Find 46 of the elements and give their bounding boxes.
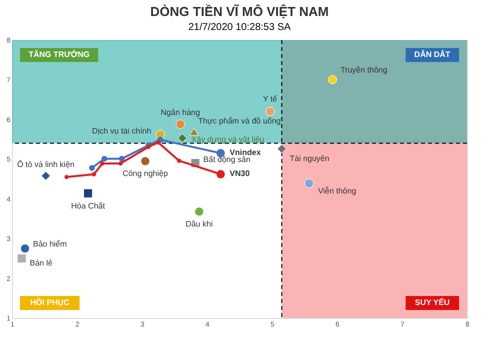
point: [194, 206, 204, 216]
series-label: Dịch vụ tài chính: [92, 126, 152, 136]
point: [89, 164, 95, 171]
point: [92, 172, 96, 176]
series-label: Vnindex: [230, 148, 262, 158]
point: [101, 156, 108, 162]
point: [189, 128, 199, 136]
series-label: Bán lẻ: [30, 258, 53, 268]
series-label: Công nghiệp: [122, 169, 168, 178]
point: [156, 140, 160, 145]
point: [118, 161, 123, 166]
series-label: Tài nguyên: [290, 154, 330, 163]
series-label: Bất động sản: [203, 155, 250, 164]
series-label: VN30: [230, 169, 250, 178]
point: [277, 144, 286, 154]
series-label: Hóa Chất: [71, 201, 106, 210]
chart-title: DÒNG TIỀN VĨ MÔ VIỆT NAM: [150, 4, 329, 19]
series-label: Dầu khi: [186, 220, 213, 229]
point: [304, 178, 314, 188]
point: [41, 171, 50, 180]
series-label: Truyền thông: [340, 66, 388, 75]
point: [176, 158, 182, 163]
series-label: Bảo hiểm: [33, 240, 68, 248]
point: [64, 174, 69, 180]
point: [118, 156, 125, 162]
series-label: Xây dựng và vật liệu: [191, 135, 264, 144]
annotation: DẪN DẮT: [414, 49, 450, 59]
point: [178, 134, 187, 143]
point: [83, 188, 93, 198]
point: [17, 254, 26, 264]
point: [146, 144, 151, 149]
annotation: TĂNG TRƯỞNG: [28, 49, 90, 59]
point: [265, 106, 275, 116]
point: [100, 161, 104, 166]
point: [140, 156, 150, 166]
series-label: Thực phẩm và đồ uống: [198, 116, 281, 126]
point: [328, 75, 338, 84]
chart-subtitle: 21/7/2020 10:28:53 SA: [188, 22, 291, 33]
series-label: Y tế: [263, 94, 278, 104]
series-label: Ô tô và linh kiện: [17, 160, 74, 169]
annotation: SUY YẾU: [414, 297, 450, 307]
point: [20, 244, 30, 254]
point: [176, 120, 185, 129]
series-label: Viễn thông: [318, 186, 356, 196]
series-label: Ngân hàng: [160, 108, 200, 118]
annotation: HỒI PHỤC: [30, 297, 70, 307]
